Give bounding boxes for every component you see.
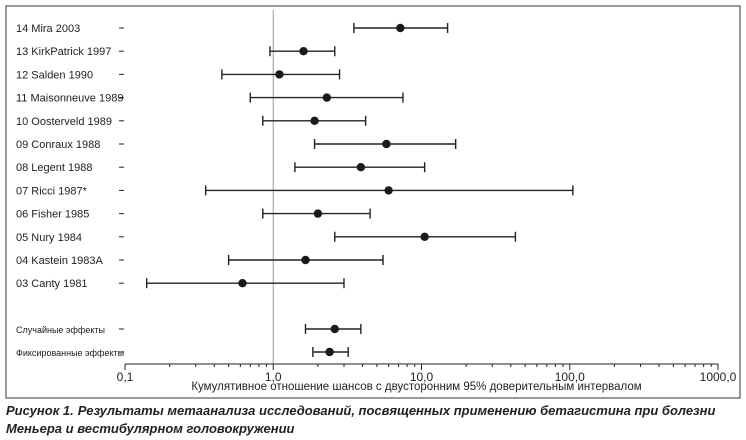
pooled-row-point [325,347,334,357]
x-tick-label: 10,0 [410,370,434,384]
x-tick-label: 0,1 [117,370,134,384]
chart-frame [5,5,741,399]
x-tick-label: 100,0 [555,370,585,384]
study-row-point [382,139,391,149]
x-tick-label: 1000,0 [700,370,737,384]
study-row-label: 13 KirkPatrick 1997 [16,46,111,58]
study-row-point [356,163,366,172]
study-row-point [310,116,319,126]
study-row-point [384,186,393,195]
figure-caption: Рисунок 1. Результаты метаанализа исследо… [6,402,742,438]
study-row-point [238,279,247,288]
caption-text: Результаты метаанализа исследований, пос… [6,403,716,436]
study-row-point [275,70,284,79]
x-tick-label: 1,0 [265,370,282,384]
study-row-point [301,255,310,265]
forest-plot-svg: 0,1 1,0 10,0 100,0 1000,0 Кумулятивное отноше… [5,5,741,399]
pooled-row-point [330,324,339,334]
study-row-label: 06 Fisher 1985 [16,209,89,221]
study-row-label: 03 Canty 1981 [16,278,88,290]
study-row-label: 04 Kastein 1983A [16,255,104,267]
study-row-point [299,47,308,56]
x-axis-title: Кумулятивное отношение шансов с двусторо… [191,381,641,393]
pooled-row-label: Фиксированные эффекты [16,348,124,358]
caption-lead: Рисунок 1. [6,403,74,418]
study-row-label: 10 Oosterveld 1989 [16,116,112,128]
forest-plot: 0,1 1,0 10,0 100,0 1000,0 Кумулятивное отноше… [5,5,741,399]
study-row-label: 12 Salden 1990 [16,69,93,81]
study-row-label: 05 Nury 1984 [16,232,82,244]
study-row-point [322,93,332,102]
study-row-label: 07 Ricci 1987* [16,185,88,197]
pooled-row-label: Случайные эффекты [16,325,105,335]
study-row-label: 14 Mira 2003 [16,23,80,35]
study-row-label: 09 Conraux 1988 [16,139,100,151]
study-row-point [313,209,323,218]
study-row-label: 08 Legent 1988 [16,162,92,174]
study-row-label: 11 Maisonneuve 1989 [16,93,123,105]
study-row-point [420,232,429,241]
study-row-point [396,23,405,33]
